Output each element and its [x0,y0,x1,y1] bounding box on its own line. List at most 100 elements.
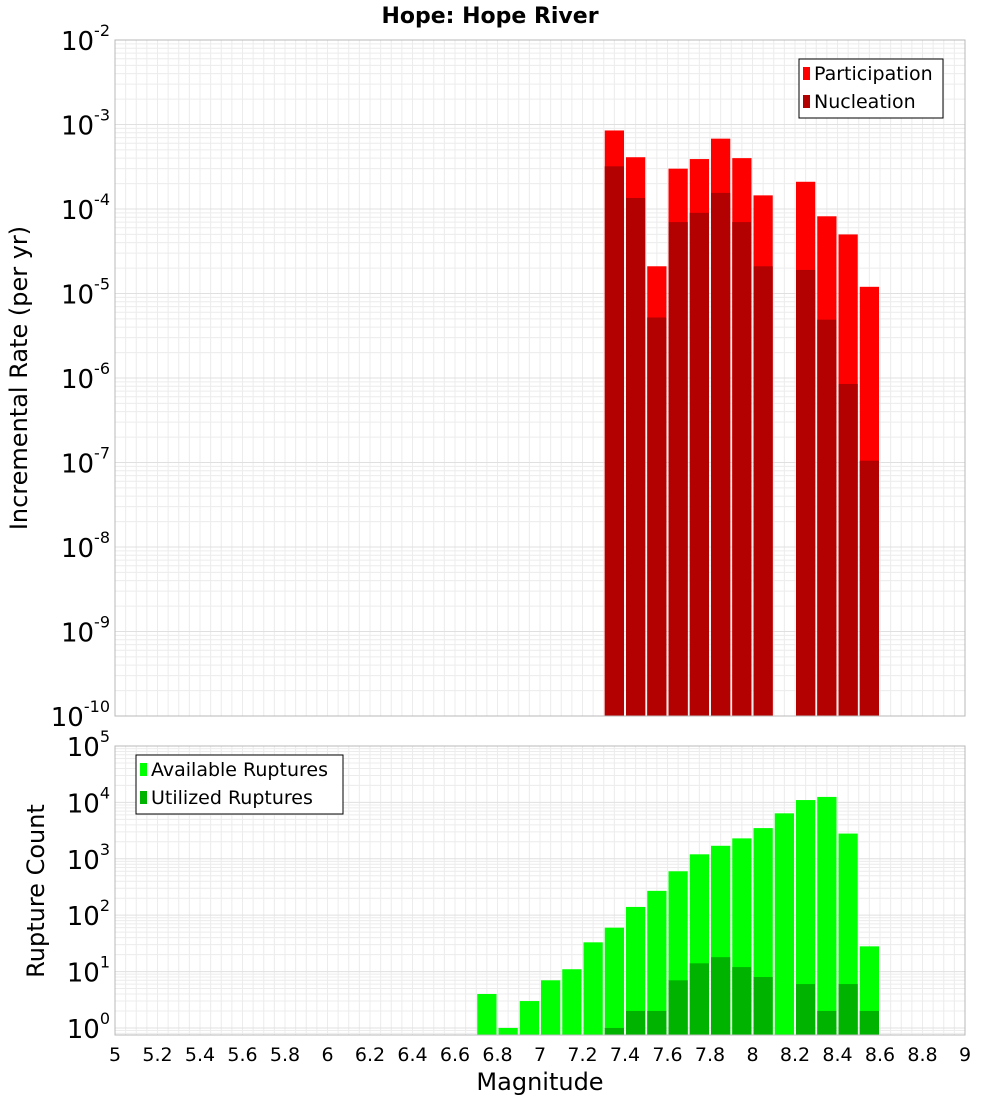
x-tick-label: 6.2 [355,1044,385,1066]
bottom-bar-primary [519,1001,539,1035]
bottom-bar-primary [583,942,603,1035]
top-bar-secondary [626,197,646,716]
x-axis-label: Magnitude [476,1068,603,1096]
bottom-y-tick-label: 105 [67,727,110,763]
top-legend: Participation Nucleation [798,58,944,119]
x-tick-label: 6.6 [440,1044,470,1066]
bottom-legend-swatch [140,763,147,776]
top-bar-secondary [817,319,837,716]
x-tick-label: 8.6 [865,1044,895,1066]
x-tick-label: 7.6 [652,1044,682,1066]
top-y-tick-label: 10-9 [61,613,110,649]
bottom-y-tick-label: 104 [67,783,110,819]
bottom-bar-primary [477,994,497,1035]
top-y-tick-label: 10-10 [51,697,110,733]
x-tick-label: 5 [109,1044,121,1066]
bottom-bar-secondary [711,957,731,1035]
bottom-bars [477,796,879,1035]
top-legend-box [798,58,944,119]
bottom-bar-primary [498,1027,518,1035]
top-bars [604,130,879,717]
x-tick-label: 5.2 [142,1044,172,1066]
bottom-bar-secondary [604,1027,624,1035]
top-y-tick-label: 10-7 [61,444,110,480]
bottom-y-tick-label: 101 [67,953,110,989]
bottom-legend: Available Ruptures Utilized Ruptures [135,754,344,815]
top-bar-secondary [647,317,667,716]
top-y-tick-label: 10-6 [61,359,110,395]
bottom-bar-primary [541,980,561,1035]
top-plot-frame [114,39,966,717]
top-grid [114,39,966,717]
top-bar-secondary [838,383,858,716]
x-tick-label: 9 [959,1044,971,1066]
bottom-bar-secondary [838,984,858,1035]
bottom-bar-secondary [753,977,773,1035]
x-tick-label: 6 [321,1044,333,1066]
top-legend-swatch [803,95,810,108]
x-tick-label: 6.4 [397,1044,427,1066]
top-y-tick-label: 10-3 [61,106,110,142]
top-bar-secondary [689,212,709,716]
bottom-y-tick-label: 100 [67,1009,110,1045]
x-tick-label: 7.8 [695,1044,725,1066]
bottom-plot-frame [114,745,966,1036]
top-bar-secondary [732,222,752,716]
chart-title: Hope: Hope River [381,4,598,29]
bottom-bar-secondary [817,1010,837,1035]
top-legend-label: Participation [814,63,933,85]
bottom-bar-secondary [859,1010,879,1035]
bottom-bar-secondary [668,980,688,1035]
top-bar-secondary [753,266,773,716]
top-bar-secondary [604,166,624,716]
top-y-tick-label: 10-2 [61,21,110,57]
bottom-bar-secondary [626,1010,646,1035]
top-plot-layer: 10-10 10-9 10-8 10-7 10-6 10-5 10-4 10-3 10-2 Par… [51,21,966,733]
top-legend-swatch [803,67,810,80]
bottom-legend-label: Available Ruptures [151,759,328,781]
top-legend-label: Nucleation [814,91,916,113]
x-tick-label: 6.8 [482,1044,512,1066]
x-tick-labels: 5 5.2 5.4 5.6 5.8 6 6.2 6.4 6.6 6.8 7 7.2 7.4 7.6 7.8 8… [109,1044,971,1066]
bottom-bar-secondary [689,963,709,1035]
bottom-bar-primary [647,890,667,1035]
top-y-tick-label: 10-4 [61,190,110,226]
x-tick-label: 7 [534,1044,546,1066]
bottom-bar-primary [562,969,582,1035]
bottom-bar-primary [626,906,646,1035]
x-tick-label: 5.6 [227,1044,257,1066]
x-tick-label: 8 [746,1044,758,1066]
x-tick-label: 8.2 [780,1044,810,1066]
bottom-y-axis-label: Rupture Count [22,804,50,978]
bottom-bar-primary [604,927,624,1035]
bottom-y-tick-label: 103 [67,840,110,876]
bottom-legend-swatch [140,791,147,804]
top-y-tick-labels: 10-10 10-9 10-8 10-7 10-6 10-5 10-4 10-3 10-2 [51,21,110,733]
top-bar-secondary [859,460,879,716]
bottom-bar-primary [774,813,794,1035]
top-bar-secondary [796,269,816,716]
x-tick-label: 7.4 [610,1044,640,1066]
x-tick-label: 7.2 [567,1044,597,1066]
top-bar-secondary [668,222,688,716]
top-bar-secondary [711,192,731,716]
bottom-y-tick-labels: 100 101 102 103 104 105 [67,727,110,1045]
bottom-bar-secondary [732,967,752,1035]
bottom-legend-label: Utilized Ruptures [151,787,313,809]
x-tick-label: 8.4 [822,1044,852,1066]
top-y-tick-label: 10-5 [61,275,110,311]
bottom-y-tick-label: 102 [67,896,110,932]
bottom-plot-layer: 100 101 102 103 104 105 5 5.2 5.4 5.6 5.8 6 6.2 6.4 6.… [67,727,971,1066]
bottom-bar-secondary [796,984,816,1035]
top-y-axis-label: Incremental Rate (per yr) [5,226,33,530]
x-tick-label: 8.8 [907,1044,937,1066]
x-tick-label: 5.4 [185,1044,215,1066]
bottom-bar-secondary [647,1010,667,1035]
top-y-tick-label: 10-8 [61,528,110,564]
bottom-legend-box [135,754,344,815]
bottom-bar-primary [796,800,816,1035]
bottom-bar-primary [817,796,837,1035]
x-tick-label: 5.8 [270,1044,300,1066]
